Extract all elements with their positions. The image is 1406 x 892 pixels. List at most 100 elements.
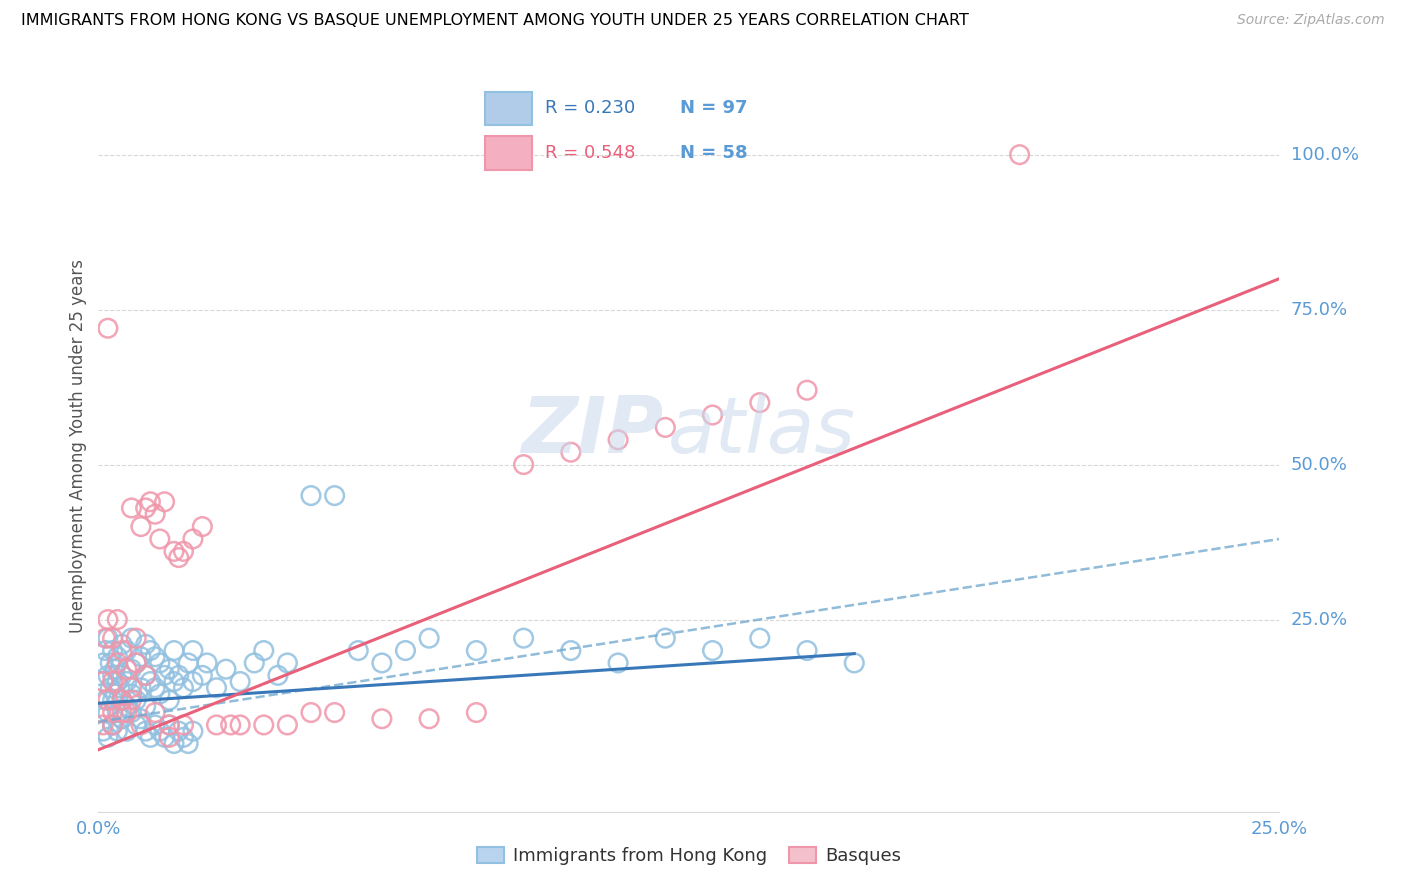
Point <box>153 731 176 745</box>
Point <box>97 731 120 745</box>
Point <box>105 674 128 689</box>
Point <box>125 631 148 645</box>
Point <box>125 718 148 732</box>
Point <box>101 643 124 657</box>
Point <box>91 674 114 689</box>
Point <box>101 693 124 707</box>
Text: R = 0.230: R = 0.230 <box>546 100 636 118</box>
Point <box>111 712 134 726</box>
Point <box>125 693 148 707</box>
Point <box>163 737 186 751</box>
Text: 50.0%: 50.0% <box>1291 456 1347 474</box>
Point <box>105 656 128 670</box>
Point <box>347 643 370 657</box>
Point <box>135 668 157 682</box>
Point <box>115 662 138 676</box>
Point <box>157 693 180 707</box>
Point <box>172 544 194 558</box>
Point <box>121 693 143 707</box>
Point <box>512 631 534 645</box>
Point <box>115 674 138 689</box>
Point <box>121 681 143 695</box>
Point <box>121 706 143 720</box>
Point <box>111 712 134 726</box>
Text: IMMIGRANTS FROM HONG KONG VS BASQUE UNEMPLOYMENT AMONG YOUTH UNDER 25 YEARS CORR: IMMIGRANTS FROM HONG KONG VS BASQUE UNEM… <box>21 13 969 29</box>
Legend: Immigrants from Hong Kong, Basques: Immigrants from Hong Kong, Basques <box>467 836 911 876</box>
Point <box>105 613 128 627</box>
Point <box>418 631 440 645</box>
Point <box>101 718 124 732</box>
Point <box>143 718 166 732</box>
Point <box>796 383 818 397</box>
Point <box>219 718 242 732</box>
Point <box>97 321 120 335</box>
Point <box>143 649 166 664</box>
Point <box>153 668 176 682</box>
Point <box>91 674 114 689</box>
Point <box>205 681 228 695</box>
Point <box>748 395 770 409</box>
Point <box>129 718 152 732</box>
Point <box>172 731 194 745</box>
Point <box>172 718 194 732</box>
Point <box>276 656 298 670</box>
Point <box>91 718 114 732</box>
Point <box>139 495 162 509</box>
Point <box>101 668 124 682</box>
Point <box>181 674 204 689</box>
Point <box>215 662 238 676</box>
Point <box>191 519 214 533</box>
Point <box>115 699 138 714</box>
Point <box>267 668 290 682</box>
Point <box>149 687 172 701</box>
Point <box>94 631 117 645</box>
Point <box>418 712 440 726</box>
Point <box>512 458 534 472</box>
Point <box>135 500 157 515</box>
Text: N = 58: N = 58 <box>681 144 748 161</box>
Point <box>121 500 143 515</box>
Point <box>149 724 172 739</box>
Point <box>394 643 416 657</box>
Point <box>129 681 152 695</box>
Point <box>91 724 114 739</box>
Point <box>90 706 112 720</box>
Point <box>229 674 252 689</box>
Text: 100.0%: 100.0% <box>1291 145 1358 163</box>
Point <box>560 643 582 657</box>
Point <box>181 532 204 546</box>
Point <box>844 656 866 670</box>
Point <box>1008 147 1031 161</box>
Point <box>253 718 276 732</box>
Point <box>163 674 186 689</box>
Point <box>135 637 157 651</box>
Point <box>135 668 157 682</box>
Point <box>121 687 143 701</box>
Point <box>205 718 228 732</box>
Point <box>276 718 298 732</box>
Point <box>115 724 138 739</box>
Point <box>115 706 138 720</box>
Point <box>97 631 120 645</box>
Point <box>97 613 120 627</box>
Point <box>654 420 676 434</box>
Point <box>167 724 190 739</box>
Point <box>323 489 346 503</box>
Point <box>607 433 630 447</box>
Point <box>91 656 114 670</box>
Point <box>101 631 124 645</box>
Point <box>143 681 166 695</box>
Point <box>796 643 818 657</box>
Point <box>157 731 180 745</box>
Point <box>125 656 148 670</box>
Point <box>98 656 121 670</box>
Point <box>111 637 134 651</box>
Point <box>143 507 166 521</box>
Point <box>253 643 276 657</box>
Point <box>157 718 180 732</box>
Point <box>94 693 117 707</box>
Point <box>181 724 204 739</box>
Point <box>299 489 322 503</box>
Point <box>163 643 186 657</box>
Text: N = 97: N = 97 <box>681 100 748 118</box>
